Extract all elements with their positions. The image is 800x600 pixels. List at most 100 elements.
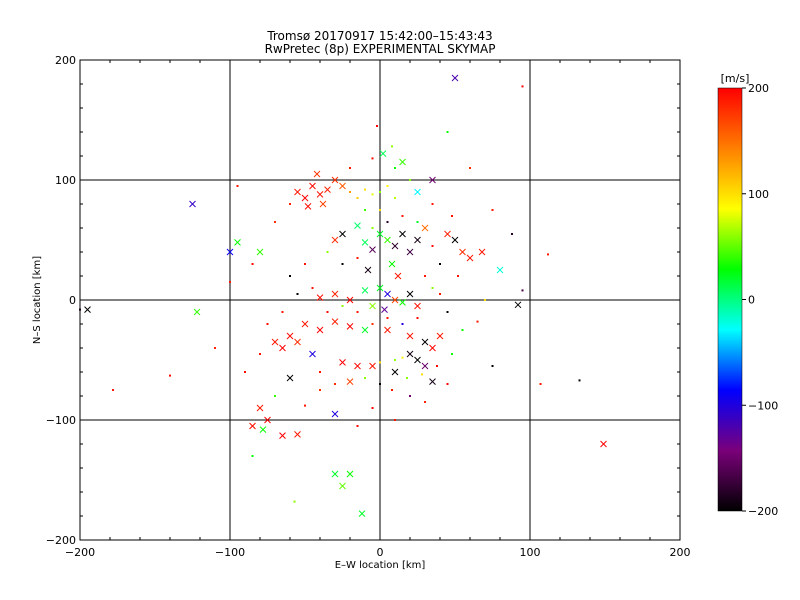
data-point [319,200,327,208]
data-point [421,338,429,346]
data-point [379,150,387,157]
data-point [491,209,494,211]
data-point [229,281,231,283]
data-point [379,209,381,211]
data-point [547,253,549,256]
data-point [424,275,426,277]
data-point [319,389,321,391]
data-point [371,323,374,325]
data-point [271,338,279,346]
data-point [379,191,381,193]
data-point [294,338,301,346]
data-point [281,311,284,313]
data-point [406,350,414,358]
data-point [331,410,339,418]
y-axis-ticks: −200 −100 0 100 200 [46,54,680,547]
data-point [256,404,264,412]
data-point [414,356,421,364]
data-point [259,353,261,355]
data-point [511,233,513,235]
data-point [431,287,434,289]
data-point [364,188,366,191]
data-point [361,239,369,246]
x-tick-label: −100 [215,546,245,559]
data-point [461,329,464,331]
data-point [331,176,339,184]
data-point [431,203,434,205]
data-point [339,482,346,490]
data-point [256,248,264,256]
data-point [346,470,354,478]
x-tick-label: 0 [377,546,384,559]
data-point [416,317,419,319]
data-point [394,197,396,199]
y-tick-label: 200 [55,54,76,67]
data-point [349,167,351,169]
data-points [79,74,607,517]
data-point [369,362,376,370]
data-point [451,215,453,217]
data-point [414,236,421,244]
data-point [436,332,444,340]
data-point [384,290,391,298]
data-point [309,350,316,358]
data-point [356,197,359,199]
data-point [311,287,314,289]
colorbar-unit-label: [m/s] [721,72,750,85]
data-point [331,236,339,244]
data-point [354,362,361,370]
data-point [388,260,396,268]
y-tick-label: 0 [69,294,76,307]
data-point [274,395,276,397]
data-point [459,248,466,256]
data-point [379,383,381,385]
data-point [279,344,286,352]
data-point [274,221,276,223]
data-point [376,125,378,127]
data-point [264,416,271,424]
data-point [399,158,406,166]
colorbar [717,87,743,512]
data-point [316,191,324,198]
data-point [286,332,294,340]
data-point [406,332,414,340]
data-point [294,188,301,196]
x-tick-label: −200 [65,546,95,559]
data-point [354,222,361,229]
data-point [429,176,436,184]
data-point [414,302,421,310]
data-point [356,425,359,427]
data-point [381,306,388,313]
colorbar-tick-label: 200 [748,82,769,95]
data-point [361,287,369,294]
data-point [391,242,399,250]
data-point [251,455,254,457]
data-point [193,308,201,316]
data-point [341,305,344,307]
x-axis-label: E–W location [km] [335,560,426,571]
data-point [421,362,429,370]
data-point [386,317,389,319]
data-point [401,215,404,217]
data-point [346,323,354,330]
data-point [304,263,306,265]
data-point [289,275,291,277]
data-point [391,145,393,148]
x-axis-ticks: −200 −100 0 100 200 [65,60,691,559]
data-point [391,368,399,376]
data-point [324,186,331,193]
data-point [424,401,426,403]
data-point [234,239,241,246]
data-point [386,221,389,223]
data-point [394,167,396,169]
data-point [346,378,354,385]
data-point [356,311,359,313]
data-point [296,293,299,295]
data-point [386,185,389,187]
data-point [496,266,504,274]
data-point [436,365,438,367]
data-point [266,323,269,325]
data-point [439,263,441,265]
data-point [394,419,396,421]
data-point [391,389,393,391]
